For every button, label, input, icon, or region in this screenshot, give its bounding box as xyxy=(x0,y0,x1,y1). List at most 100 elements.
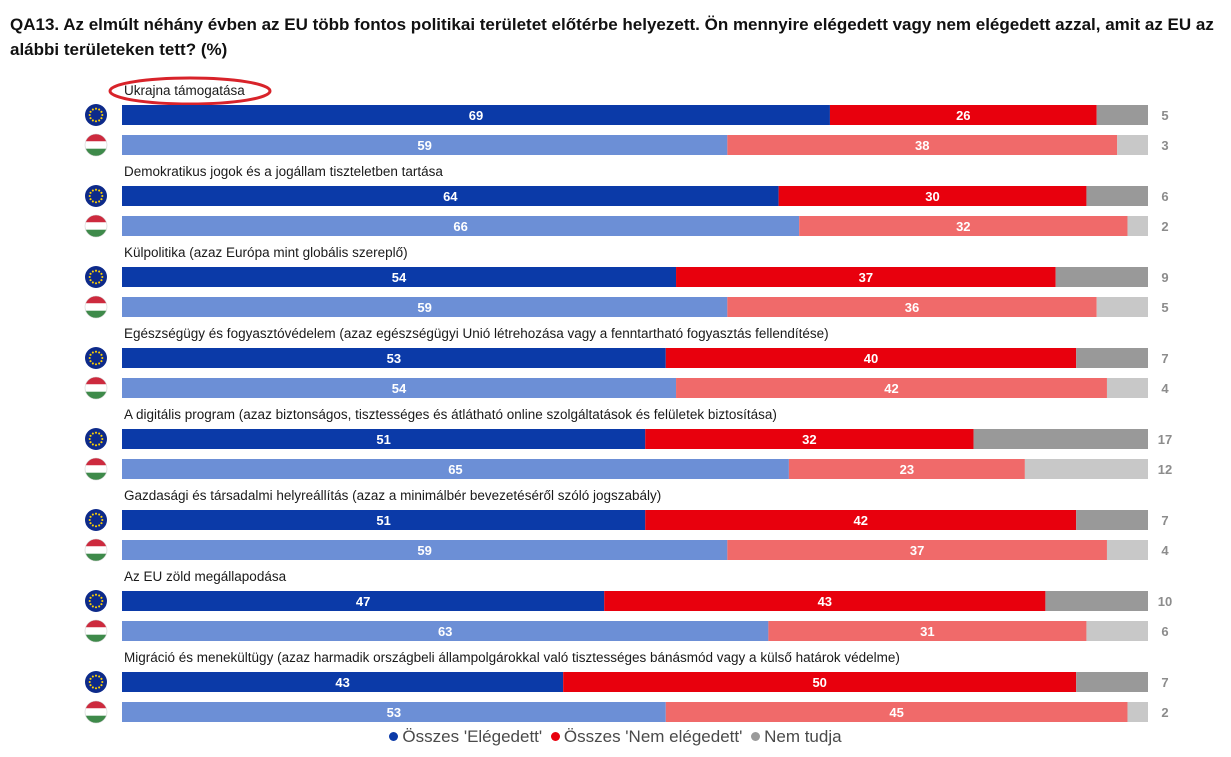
eu-flag-star xyxy=(89,441,92,444)
hu-row-value-dont-know: 3 xyxy=(1161,138,1168,153)
eu-row-value-not-satisfied: 26 xyxy=(956,108,970,123)
eu-flag-star xyxy=(101,194,104,198)
legend-label-dont-know: Nem tudja xyxy=(764,727,842,746)
hu-row-bar-dont-know xyxy=(1106,540,1148,560)
eu-flag-star xyxy=(100,434,103,437)
hungary-flag-icon xyxy=(84,538,108,562)
category-label: Külpolitika (azaz Európa mint globális s… xyxy=(124,245,408,260)
hungary-flag-green-stripe xyxy=(85,553,107,561)
eu-flag-star xyxy=(91,200,94,203)
eu-flag-star xyxy=(91,281,94,284)
hungary-flag-stripes xyxy=(85,701,107,723)
hu-row-value-satisfied: 54 xyxy=(392,381,407,396)
eu-flag-star xyxy=(100,441,103,444)
eu-flag-star xyxy=(100,198,103,201)
hu-row-value-dont-know: 2 xyxy=(1161,219,1168,234)
hu-row-value-dont-know: 4 xyxy=(1161,381,1169,396)
eu-flag-star xyxy=(88,194,91,198)
hu-row-value-dont-know: 6 xyxy=(1161,624,1168,639)
hungary-flag-white-stripe xyxy=(85,627,107,635)
eu-row-bar-not-satisfied xyxy=(645,429,974,449)
hungary-flag-white-stripe xyxy=(85,708,107,716)
eu-flag-star xyxy=(94,350,98,353)
category-label: Az EU zöld megállapodása xyxy=(124,569,287,584)
eu-row-bar-satisfied xyxy=(122,429,646,449)
eu-flag-star xyxy=(91,270,94,273)
hungary-flag-border xyxy=(84,538,108,562)
category-label: Migráció és menekültügy (azaz harmadik o… xyxy=(124,650,900,665)
eu-row-bar-satisfied xyxy=(122,186,779,206)
hungary-flag-white-stripe xyxy=(85,222,107,230)
hu-row-value-not-satisfied: 42 xyxy=(884,381,898,396)
eu-flag-star xyxy=(101,356,104,360)
hu-row-value-satisfied: 66 xyxy=(453,219,467,234)
hu-row-bar-satisfied xyxy=(122,702,666,722)
hungary-flag-stripes xyxy=(85,134,107,156)
hungary-flag-border xyxy=(84,376,108,400)
hungary-flag-icon xyxy=(84,619,108,643)
eu-row-bar-satisfied xyxy=(122,510,646,530)
eu-row-value-not-satisfied: 32 xyxy=(802,432,816,447)
hu-row-bar-dont-know xyxy=(1106,378,1148,398)
eu-flag-star xyxy=(89,198,92,201)
eu-flag-star xyxy=(94,674,98,677)
hu-row-bar-not-satisfied xyxy=(727,540,1107,560)
eu-flag-star xyxy=(94,512,98,515)
hungary-flag-icon xyxy=(84,700,108,724)
eu-flag-star xyxy=(94,606,98,609)
hungary-flag-icon xyxy=(84,457,108,481)
eu-flag-star xyxy=(100,515,103,518)
hungary-flag-icon xyxy=(84,214,108,238)
hungary-flag-stripes xyxy=(85,620,107,642)
eu-row-bar-not-satisfied xyxy=(778,186,1087,206)
hu-row-bar-dont-know xyxy=(1127,216,1148,236)
eu-row-bar-not-satisfied xyxy=(645,510,1077,530)
eu-flag-star xyxy=(94,269,98,272)
eu-flag-star xyxy=(89,677,92,680)
eu-flag-star xyxy=(101,680,104,684)
hu-row-value-not-satisfied: 32 xyxy=(956,219,970,234)
eu-row-value-satisfied: 54 xyxy=(392,270,407,285)
eu-row-value-satisfied: 64 xyxy=(443,189,458,204)
eu-flag-star xyxy=(100,110,103,113)
eu-row-value-dont-know: 6 xyxy=(1161,189,1168,204)
eu-row-value-dont-know: 7 xyxy=(1161,513,1168,528)
category-label: Demokratikus jogok és a jogállam tisztel… xyxy=(124,164,443,179)
eu-flag-star xyxy=(100,603,103,606)
eu-flag-star xyxy=(98,686,101,689)
hungary-flag-stripes xyxy=(85,296,107,318)
eu-flag-star xyxy=(98,513,101,516)
hungary-flag-green-stripe xyxy=(85,391,107,399)
hungary-flag-red-stripe xyxy=(85,377,107,385)
eu-row-bar-dont-know xyxy=(1055,267,1148,287)
eu-flag-star xyxy=(88,275,91,279)
eu-row-bar-dont-know xyxy=(1045,591,1148,611)
eu-flag-star xyxy=(89,117,92,120)
hu-row-bar-satisfied xyxy=(122,135,728,155)
eu-flag-star xyxy=(89,279,92,282)
eu-flag-star xyxy=(98,270,101,273)
hu-row-bar-dont-know xyxy=(1086,621,1148,641)
legend-item-not-satisfied: Összes 'Nem elégedett' xyxy=(550,727,742,747)
eu-flag-icon xyxy=(85,509,107,531)
hungary-flag-border xyxy=(84,133,108,157)
eu-flag-star xyxy=(91,513,94,516)
eu-flag-star xyxy=(101,113,104,117)
eu-flag-star xyxy=(98,675,101,678)
hungary-flag-white-stripe xyxy=(85,303,107,311)
hungary-flag-green-stripe xyxy=(85,634,107,642)
legend-label-satisfied: Összes 'Elégedett' xyxy=(402,727,543,746)
hungary-flag-white-stripe xyxy=(85,141,107,149)
hu-row-value-satisfied: 59 xyxy=(417,543,431,558)
hu-row-bar-dont-know xyxy=(1024,459,1148,479)
eu-row-bar-satisfied xyxy=(122,267,677,287)
eu-row-value-dont-know: 5 xyxy=(1161,108,1168,123)
eu-flag-star xyxy=(98,281,101,284)
hungary-flag-green-stripe xyxy=(85,229,107,237)
eu-row-bar-dont-know xyxy=(973,429,1148,449)
hungary-flag-icon xyxy=(84,295,108,319)
eu-flag-star xyxy=(100,272,103,275)
hungary-flag-red-stripe xyxy=(85,539,107,547)
chart-legend: Összes 'Elégedett' Összes 'Nem elégedett… xyxy=(0,727,1231,747)
eu-flag-star xyxy=(100,353,103,356)
